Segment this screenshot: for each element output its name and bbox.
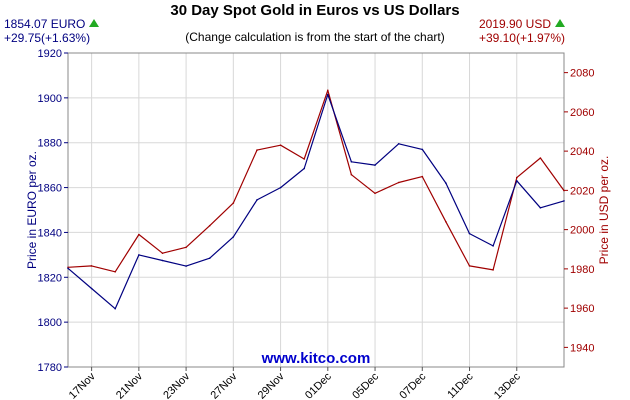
euro-data-point xyxy=(350,161,353,163)
y-right-tick-label: 2060 xyxy=(570,107,594,119)
usd-data-point xyxy=(468,265,471,267)
euro-price-line xyxy=(67,93,565,310)
plot-area xyxy=(68,53,564,367)
y-right-tick-label: 1940 xyxy=(570,342,594,354)
triangle-up-icon xyxy=(89,19,100,27)
euro-data-point xyxy=(374,164,376,166)
y-left-tick-label: 1860 xyxy=(38,183,62,195)
usd-data-point xyxy=(350,173,353,176)
watermark-link[interactable]: www.kitco.com xyxy=(261,350,371,367)
euro-data-point xyxy=(138,254,140,256)
euro-data-point xyxy=(563,200,565,202)
usd-data-point xyxy=(539,157,542,159)
y-right-axis-title: Price in USD per oz. xyxy=(597,156,611,265)
euro-data-point xyxy=(327,93,329,96)
x-tick-label: 11Dec xyxy=(445,370,476,400)
x-tick-label: 01Dec xyxy=(303,370,334,400)
plot-frame xyxy=(67,52,565,368)
x-tick-label: 21Nov xyxy=(114,370,145,400)
euro-data-point xyxy=(161,259,164,262)
usd-data-point xyxy=(421,175,424,178)
euro-data-point xyxy=(208,257,211,260)
y-left-tick-label: 1900 xyxy=(38,93,62,105)
y-right-tick-label: 2020 xyxy=(570,185,594,197)
usd-data-point xyxy=(161,252,164,254)
y-right-tick-label: 2000 xyxy=(570,225,594,237)
usd-data-point xyxy=(90,265,93,267)
euro-data-point xyxy=(539,207,542,209)
y-right-tick-label: 1960 xyxy=(570,303,594,315)
y-left-tick-label: 1920 xyxy=(38,48,62,60)
usd-change: +39.10(+1.97%) xyxy=(478,31,565,45)
euro-data-point xyxy=(445,182,447,184)
euro-data-point xyxy=(421,148,424,151)
usd-data-point xyxy=(208,224,211,227)
x-tick-label: 13Dec xyxy=(492,370,523,400)
usd-data-point xyxy=(185,246,187,249)
x-tick-label: 27Nov xyxy=(208,370,239,400)
y-left-tick-label: 1820 xyxy=(38,272,62,284)
y-left-tick-label: 1800 xyxy=(38,317,62,329)
euro-data-point xyxy=(114,307,116,310)
usd-price-readout: 2019.90 USD xyxy=(479,17,565,31)
y-right-tick-label: 1980 xyxy=(570,264,594,276)
euro-data-point xyxy=(492,245,494,247)
chart-subtitle: (Change calculation is from the start of… xyxy=(185,30,445,44)
x-tick-label: 07Dec xyxy=(397,370,428,400)
usd-data-point xyxy=(279,144,282,146)
usd-data-point xyxy=(374,192,376,195)
euro-price: 1854.07 EURO xyxy=(4,17,86,31)
usd-data-point xyxy=(492,269,494,271)
euro-data-point xyxy=(90,287,93,290)
euro-data-point xyxy=(516,180,518,182)
usd-data-point xyxy=(256,149,258,151)
usd-data-point xyxy=(445,221,447,223)
usd-price: 2019.90 USD xyxy=(478,17,551,31)
y-left-tick-label: 1840 xyxy=(38,227,62,239)
usd-data-point xyxy=(114,271,116,273)
euro-data-point xyxy=(397,143,400,145)
y-right-tick-label: 2080 xyxy=(570,68,594,80)
euro-data-point xyxy=(279,186,282,189)
usd-data-point xyxy=(327,89,329,92)
euro-data-point xyxy=(303,167,306,170)
x-tick-label: 23Nov xyxy=(161,370,192,400)
x-tick-label: 17Nov xyxy=(67,370,98,400)
euro-data-point xyxy=(232,236,235,238)
usd-data-point xyxy=(303,158,306,160)
triangle-up-icon xyxy=(555,19,565,27)
chart-title: 30 Day Spot Gold in Euros vs US Dollars xyxy=(170,2,460,19)
y-left-tick-label: 1880 xyxy=(38,138,62,150)
euro-data-point xyxy=(256,199,258,201)
y-left-tick-label: 1780 xyxy=(38,362,62,374)
x-tick-label: 05Dec xyxy=(350,370,381,400)
usd-data-point xyxy=(138,233,140,236)
usd-data-point xyxy=(563,189,565,192)
usd-data-point xyxy=(516,176,518,179)
euro-data-point xyxy=(67,267,69,270)
usd-data-point xyxy=(397,181,400,184)
usd-data-point xyxy=(232,202,235,204)
usd-price-line xyxy=(67,89,565,273)
euro-change: +29.75(+1.63%) xyxy=(4,31,91,45)
y-left-axis-title: Price in EURO per oz. xyxy=(25,151,39,269)
euro-data-point xyxy=(185,265,187,267)
x-tick-label: 29Nov xyxy=(256,370,287,400)
euro-price-readout: 1854.07 EURO xyxy=(4,17,100,31)
y-right-tick-label: 2040 xyxy=(570,146,594,158)
euro-data-point xyxy=(468,232,471,235)
